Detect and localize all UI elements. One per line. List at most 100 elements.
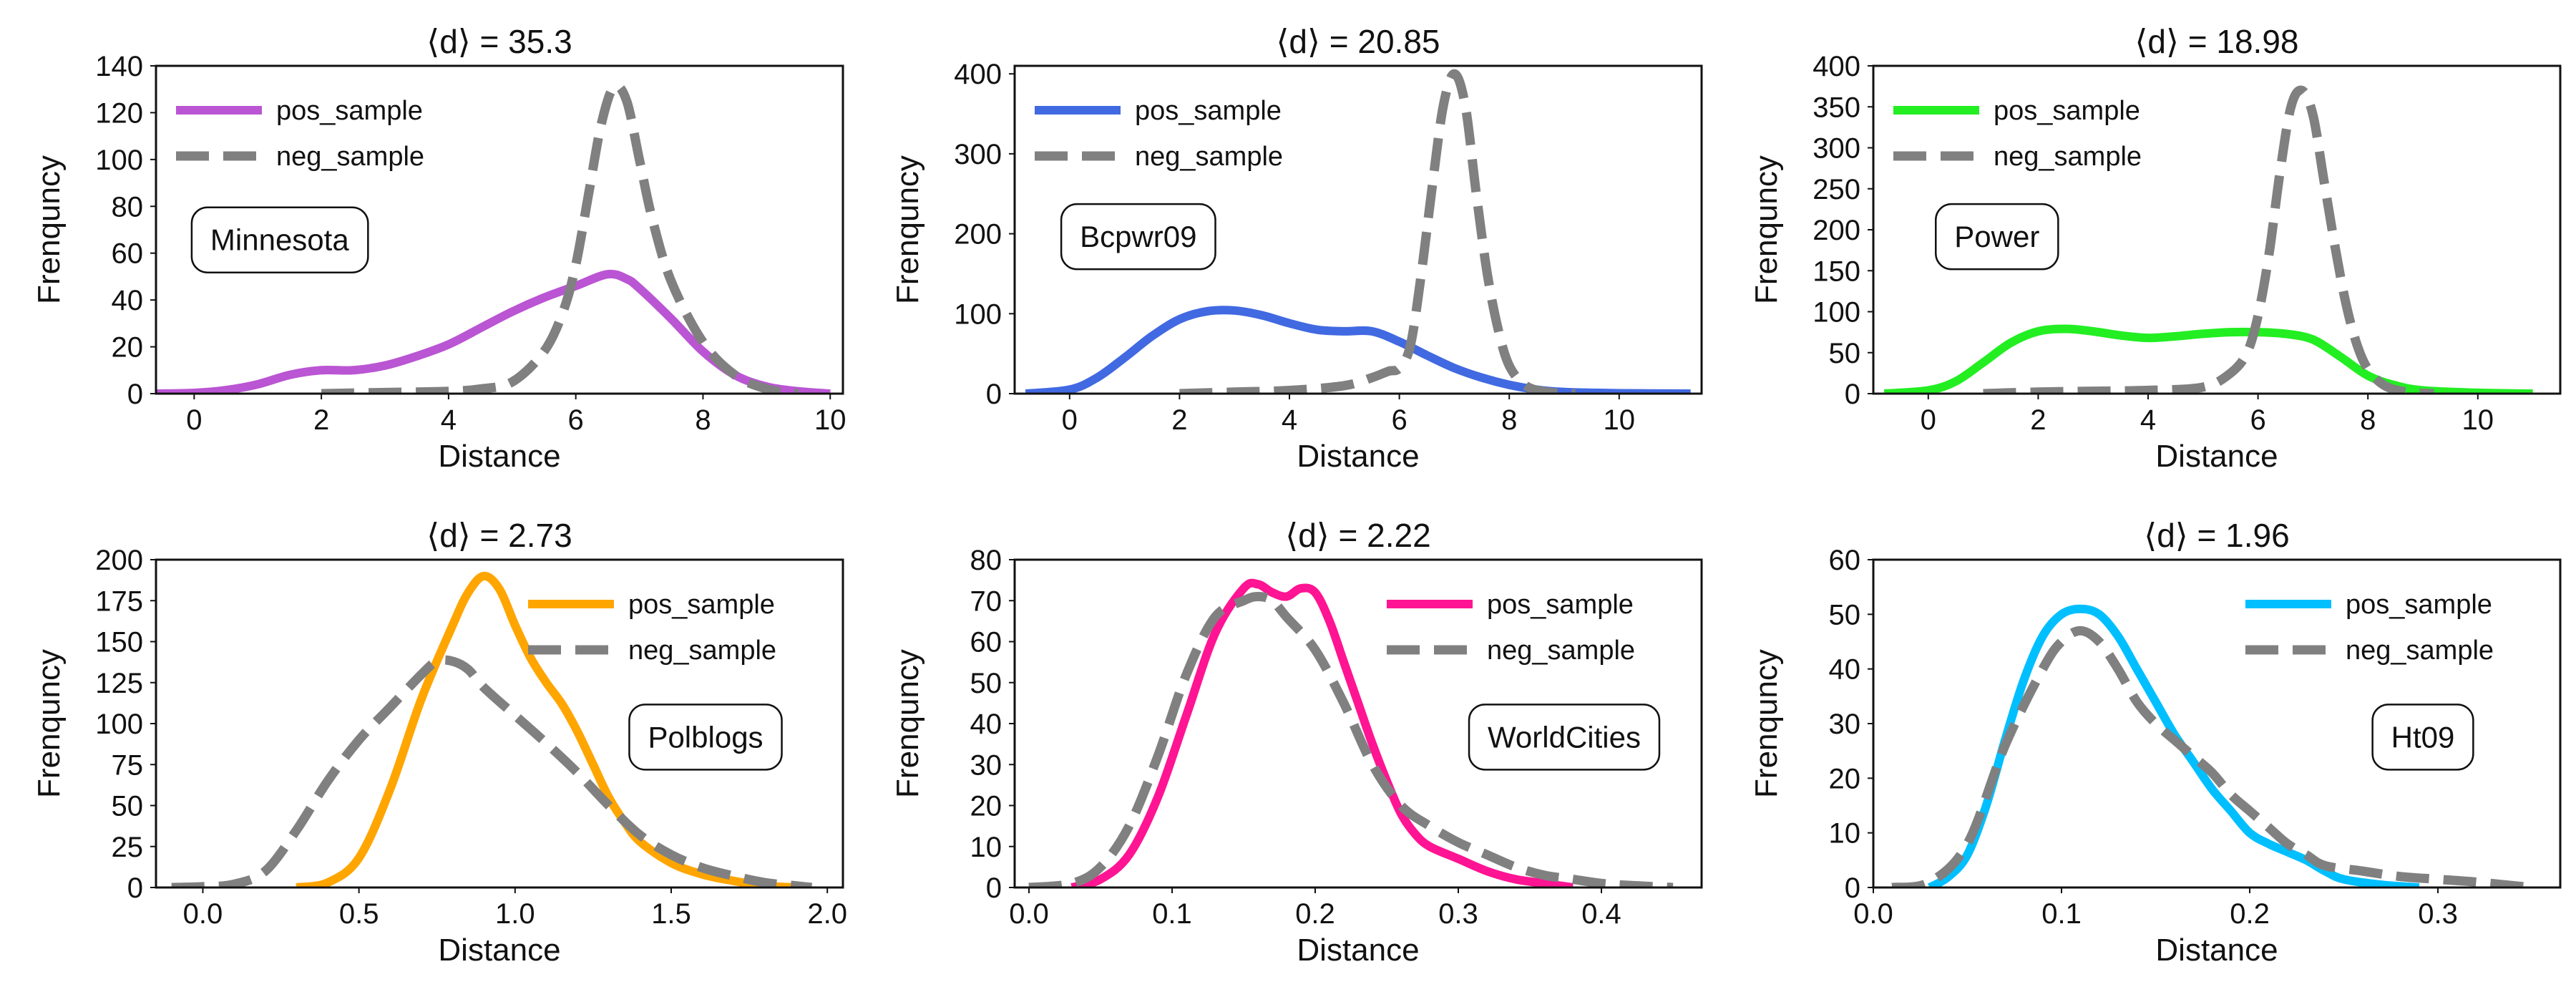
y-tick-label: 250 [1813, 174, 1860, 205]
series-line-pos-sample [1883, 324, 2533, 394]
y-tick-label: 30 [970, 749, 1002, 781]
series-line-pos-sample [1025, 306, 1691, 394]
y-tick-label: 0 [1845, 379, 1860, 410]
y-tick-label: 40 [1829, 654, 1861, 686]
legend: pos_sample neg_sample [528, 590, 776, 666]
x-tick-label: 0.0 [183, 898, 223, 930]
y-tick-label: 80 [970, 545, 1002, 576]
x-tick-label: 2.0 [807, 898, 847, 930]
series-line-pos-sample [296, 571, 796, 887]
y-tick-label: 140 [95, 51, 143, 82]
y-tick-label: 0 [986, 379, 1002, 410]
subplot-title: ⟨d⟩ = 2.22 [1285, 517, 1430, 554]
legend-label: pos_sample [276, 96, 423, 126]
series-line-neg-sample [1179, 69, 1576, 394]
series-group [171, 571, 813, 887]
x-axis-label: Distance [438, 933, 560, 968]
y-tick-label: 20 [1829, 763, 1861, 794]
legend-label: neg_sample [1487, 636, 1635, 666]
x-tick-label: 6 [1391, 404, 1407, 436]
legend: pos_sample neg_sample [2245, 590, 2494, 666]
x-tick-label: 2 [2030, 404, 2046, 436]
y-tick-label: 120 [95, 97, 143, 129]
y-tick-label: 0 [1845, 872, 1860, 904]
x-axis-label: Distance [438, 439, 560, 474]
plot-frame [1013, 64, 1703, 395]
subplot-title: ⟨d⟩ = 18.98 [2135, 23, 2298, 60]
y-tick-label: 100 [95, 145, 143, 176]
y-tick-label: 10 [970, 832, 1002, 863]
dataset-label: WorldCities [1488, 720, 1641, 754]
legend-label: pos_sample [1135, 96, 1282, 126]
x-tick-label: 0.0 [1853, 898, 1893, 930]
x-tick-label: 8 [2360, 404, 2376, 436]
x-tick-label: 10 [814, 404, 847, 436]
subplot-title: ⟨d⟩ = 2.73 [426, 517, 572, 554]
legend-label: neg_sample [276, 142, 424, 172]
x-tick-label: 0.0 [1009, 898, 1049, 930]
y-tick-label: 10 [1829, 818, 1861, 850]
y-tick-label: 150 [95, 627, 143, 658]
dataset-label: Bcpwr09 [1080, 220, 1196, 253]
x-tick-label: 10 [2462, 404, 2494, 436]
legend-label: pos_sample [628, 590, 775, 620]
y-tick-label: 100 [1813, 297, 1860, 329]
legend: pos_sample neg_sample [1035, 96, 1283, 172]
y-tick-label: 50 [1829, 599, 1861, 631]
y-axis-label: Frenquncy [890, 649, 925, 798]
y-tick-label: 50 [112, 791, 144, 822]
x-tick-label: 0.4 [1581, 898, 1621, 930]
x-tick-label: 0.1 [1152, 898, 1192, 930]
y-tick-label: 40 [970, 709, 1002, 740]
series-group [1891, 604, 2533, 887]
y-tick-label: 400 [1813, 51, 1860, 82]
y-axis-label: Frenquncy [1749, 155, 1784, 304]
x-tick-label: 0 [1921, 404, 1936, 436]
subplot-title: ⟨d⟩ = 1.96 [2144, 517, 2289, 554]
series-line-neg-sample [1983, 85, 2434, 394]
dataset-label-box: Minnesota [190, 206, 369, 273]
y-tick-label: 175 [95, 585, 143, 617]
legend-label: pos_sample [1994, 96, 2140, 126]
y-tick-label: 0 [127, 872, 143, 904]
y-axis-label: Frenquncy [890, 155, 925, 304]
legend-label: neg_sample [628, 636, 776, 666]
y-tick-label: 200 [954, 219, 1002, 250]
x-tick-label: 4 [441, 404, 457, 436]
x-tick-label: 0 [1062, 404, 1078, 436]
y-tick-label: 125 [95, 668, 143, 699]
x-axis-label: Distance [2155, 439, 2278, 474]
x-tick-label: 0.2 [1295, 898, 1335, 930]
x-tick-label: 1.5 [651, 898, 691, 930]
y-tick-label: 70 [970, 585, 1002, 617]
legend: pos_sample neg_sample [176, 96, 424, 172]
dataset-label-box: WorldCities [1468, 704, 1661, 771]
y-tick-label: 75 [112, 749, 144, 781]
y-axis-label: Frenquncy [1749, 649, 1784, 798]
legend-label: pos_sample [1487, 590, 1634, 620]
dataset-label-box: Ht09 [2371, 704, 2474, 771]
x-tick-label: 1.0 [495, 898, 535, 930]
y-tick-label: 200 [95, 545, 143, 576]
series-group [1028, 578, 1674, 887]
y-tick-label: 80 [112, 191, 144, 223]
x-tick-label: 0.3 [2418, 898, 2458, 930]
x-tick-label: 0.2 [2230, 898, 2270, 930]
x-axis-label: Distance [1297, 933, 1419, 968]
x-tick-label: 0.5 [339, 898, 379, 930]
y-axis-label: Frenquncy [31, 649, 67, 798]
x-axis-label: Distance [2155, 933, 2278, 968]
legend: pos_sample neg_sample [1893, 96, 2142, 172]
dataset-label-box: Polblogs [628, 704, 783, 771]
dataset-label: Ht09 [2391, 720, 2455, 754]
x-tick-label: 6 [568, 404, 584, 436]
y-tick-label: 0 [986, 872, 1002, 904]
y-axis-label: Frenquncy [31, 155, 67, 304]
y-tick-label: 20 [970, 791, 1002, 822]
y-tick-label: 50 [970, 668, 1002, 699]
series-line-neg-sample [1891, 626, 2533, 887]
x-axis-label: Distance [1297, 439, 1419, 474]
subplot-4: 0.0 0.5 1.0 1.5 2.0 0 25 50 75 100 125 150 175 200 ⟨d⟩… [31, 517, 847, 968]
